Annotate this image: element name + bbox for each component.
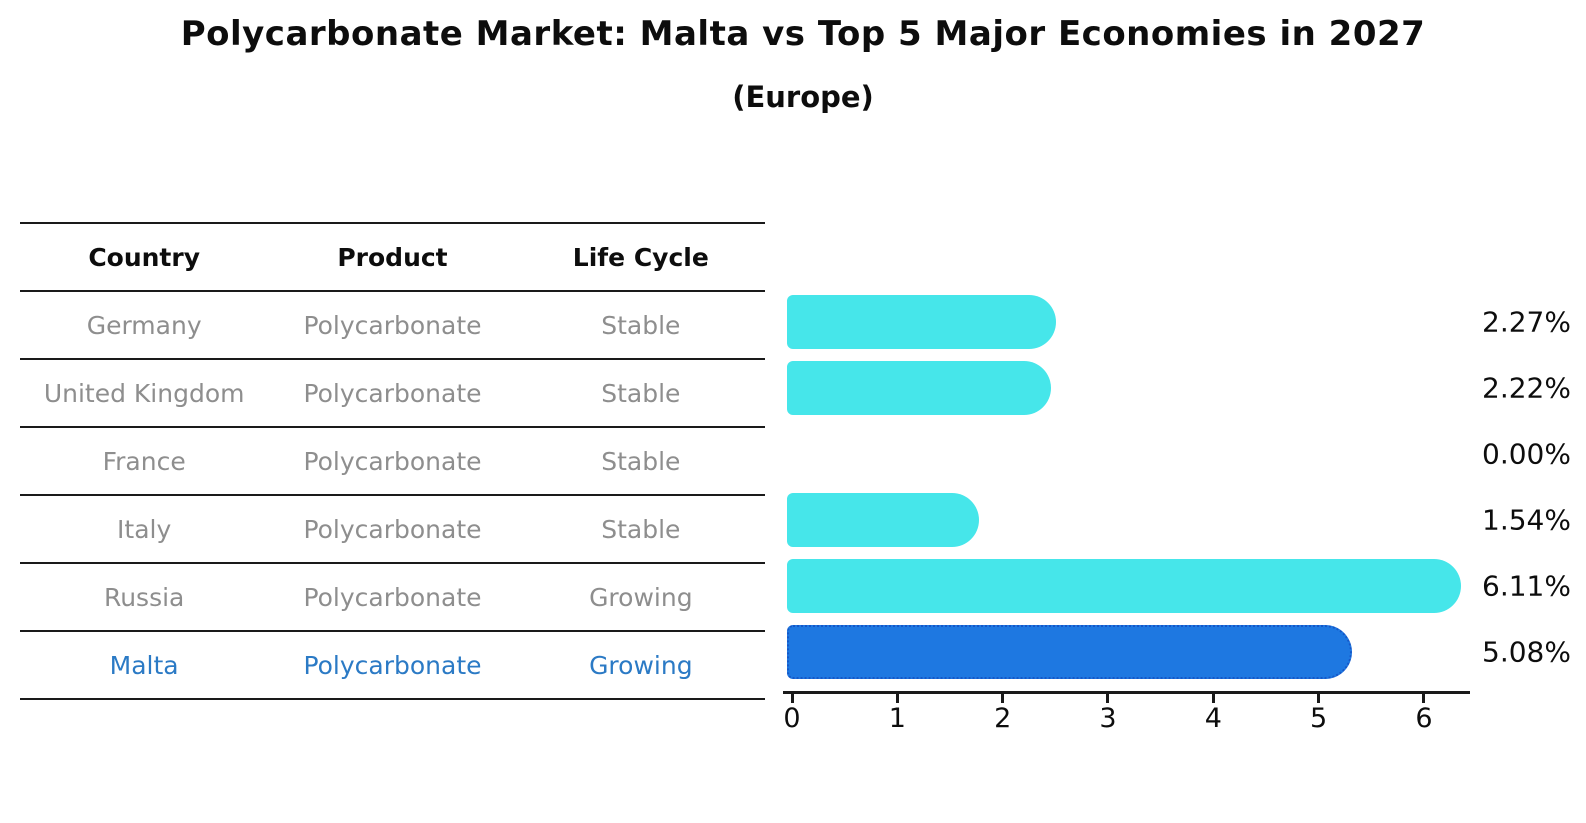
- bar-united-kingdom: [787, 361, 1051, 415]
- bar-malta: [787, 625, 1353, 679]
- value-label-germany: 2.27%: [1482, 305, 1571, 339]
- value-label-italy: 1.54%: [1482, 503, 1571, 537]
- bar-plot-area: [783, 289, 1470, 685]
- cell-life-cycle: Growing: [589, 582, 693, 612]
- table-header-row: Country Product Life Cycle: [20, 222, 765, 290]
- x-axis-tick-mark: [1106, 694, 1110, 703]
- cell-country: United Kingdom: [43, 378, 245, 408]
- x-axis-tick-mark: [895, 694, 899, 703]
- x-axis: 0 1 2 3 4 5 6: [783, 691, 1470, 737]
- x-axis-tick-label: 2: [994, 703, 1012, 734]
- x-axis-tick-mark: [1317, 694, 1321, 703]
- x-axis-tick-mark: [1211, 694, 1215, 703]
- table-row-germany: Germany Polycarbonate Stable: [20, 290, 765, 358]
- x-axis-tick-mark: [790, 694, 794, 703]
- cell-country: Germany: [86, 310, 202, 340]
- table-row-italy: Italy Polycarbonate Stable: [20, 494, 765, 562]
- cell-life-cycle: Stable: [601, 514, 681, 544]
- cell-country: Malta: [109, 650, 179, 680]
- column-header-country: Country: [88, 242, 201, 272]
- cell-product: Polycarbonate: [303, 446, 482, 476]
- cell-country: Italy: [117, 514, 172, 544]
- x-axis-tick-label: 4: [1204, 703, 1222, 734]
- x-axis-tick-label: 0: [783, 703, 801, 734]
- cell-life-cycle: Stable: [601, 446, 681, 476]
- value-label-france: 0.00%: [1482, 437, 1571, 471]
- bar-russia: [787, 559, 1461, 613]
- x-axis-tick-label: 3: [1099, 703, 1117, 734]
- table-row-united-kingdom: United Kingdom Polycarbonate Stable: [20, 358, 765, 426]
- value-label-united-kingdom: 2.22%: [1482, 371, 1571, 405]
- cell-product: Polycarbonate: [303, 378, 482, 408]
- column-header-product: Product: [337, 242, 448, 272]
- table-row-france: France Polycarbonate Stable: [20, 426, 765, 494]
- table-row-malta: Malta Polycarbonate Growing: [20, 630, 765, 700]
- x-axis-tick-mark: [1001, 694, 1005, 703]
- x-axis-tick-mark: [1422, 694, 1426, 703]
- cell-life-cycle: Stable: [601, 310, 681, 340]
- x-axis-tick-label: 6: [1415, 703, 1433, 734]
- value-label-russia: 6.11%: [1482, 569, 1571, 603]
- chart-subtitle: (Europe): [732, 80, 874, 114]
- cell-country: France: [102, 446, 186, 476]
- cell-product: Polycarbonate: [303, 582, 482, 612]
- x-axis-tick-label: 5: [1310, 703, 1328, 734]
- bar-italy: [787, 493, 980, 547]
- column-header-life-cycle: Life Cycle: [572, 242, 709, 272]
- x-axis-line: [783, 691, 1470, 694]
- cell-product: Polycarbonate: [303, 310, 482, 340]
- value-label-malta: 5.08%: [1482, 635, 1571, 669]
- chart-title: Polycarbonate Market: Malta vs Top 5 Maj…: [180, 14, 1426, 54]
- cell-product: Polycarbonate: [303, 650, 482, 680]
- country-table: Country Product Life Cycle Germany Polyc…: [20, 222, 765, 700]
- table-row-russia: Russia Polycarbonate Growing: [20, 562, 765, 630]
- bar-germany: [787, 295, 1057, 349]
- cell-product: Polycarbonate: [303, 514, 482, 544]
- x-axis-tick-label: 1: [888, 703, 906, 734]
- cell-life-cycle: Stable: [601, 378, 681, 408]
- cell-life-cycle: Growing: [589, 650, 693, 680]
- cell-country: Russia: [103, 582, 185, 612]
